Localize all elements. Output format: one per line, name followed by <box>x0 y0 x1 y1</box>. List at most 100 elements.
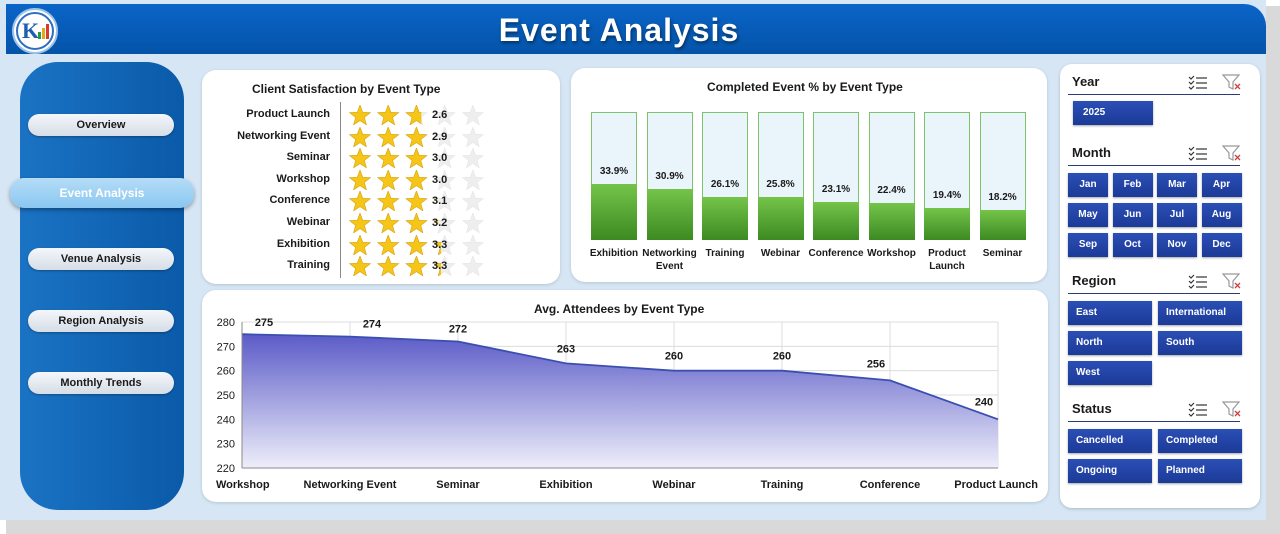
status-item-cancelled[interactable]: Cancelled <box>1068 429 1152 453</box>
attendees-value-label: 263 <box>557 343 575 355</box>
month-item-mar[interactable]: Mar <box>1157 173 1197 197</box>
multi-select-icon[interactable] <box>1188 74 1208 90</box>
satisfaction-category-label: Networking Event <box>237 129 330 142</box>
filled-star-icon <box>433 263 441 277</box>
filled-star-icon <box>376 148 400 169</box>
status-item-completed[interactable]: Completed <box>1158 429 1242 453</box>
completed-bar <box>702 197 748 240</box>
filled-star-icon <box>433 220 439 233</box>
star-rating-bar <box>348 234 485 255</box>
attendees-value-label: 260 <box>665 351 683 363</box>
empty-star-icon <box>461 105 485 125</box>
x-category-label: Training <box>761 479 804 491</box>
month-item-sep[interactable]: Sep <box>1068 233 1108 257</box>
completed-bar <box>591 184 637 240</box>
nav-event-analysis-button[interactable]: Event Analysis <box>10 178 194 208</box>
slicer-item-label: Jul <box>1169 209 1185 220</box>
y-tick-label: 250 <box>217 390 235 402</box>
clear-filter-icon[interactable] <box>1222 145 1242 161</box>
filled-star-icon <box>376 213 400 233</box>
completed-bar <box>868 203 915 240</box>
month-item-jan[interactable]: Jan <box>1068 173 1108 197</box>
multi-select-icon[interactable] <box>1188 273 1208 289</box>
nav-region-analysis-button[interactable]: Region Analysis <box>28 310 174 332</box>
y-tick-label: 280 <box>217 317 235 329</box>
satisfaction-bar <box>348 191 436 212</box>
slicer-item-label: Ongoing <box>1076 465 1118 476</box>
filled-star-icon <box>405 256 428 277</box>
satisfaction-bar <box>348 256 441 277</box>
filled-star-icon <box>405 105 422 125</box>
nav-venue-analysis-button[interactable]: Venue Analysis <box>28 248 174 270</box>
region-item-south[interactable]: South <box>1158 331 1242 355</box>
nav-overview-button[interactable]: Overview <box>28 114 174 136</box>
status-item-planned[interactable]: Planned <box>1158 459 1242 483</box>
satisfaction-bar <box>348 126 428 147</box>
month-item-feb[interactable]: Feb <box>1112 173 1153 197</box>
clear-filter-icon[interactable] <box>1222 74 1242 90</box>
slicer-item-label: Sep <box>1078 239 1098 250</box>
y-tick-label: 240 <box>217 414 235 426</box>
empty-star-icon <box>461 256 485 277</box>
satisfaction-value-label: 3.1 <box>432 195 448 208</box>
star-rating-bar <box>348 256 485 277</box>
region-item-international[interactable]: International <box>1158 301 1242 325</box>
region-item-west[interactable]: West <box>1068 361 1152 385</box>
multi-select-icon[interactable] <box>1188 145 1208 161</box>
clear-filter-icon[interactable] <box>1222 401 1242 417</box>
frame-shadow <box>1266 6 1280 534</box>
satisfaction-value-label: 2.9 <box>432 130 448 143</box>
x-category-label: Product Launch <box>954 479 1038 491</box>
multi-select-icon[interactable] <box>1188 401 1208 417</box>
month-item-nov[interactable]: Nov <box>1157 233 1197 257</box>
star-rating-bar <box>348 105 485 125</box>
slicer-item-label: May <box>1078 209 1098 220</box>
satisfaction-bar <box>348 234 441 255</box>
y-tick-label: 260 <box>217 366 235 378</box>
nav-monthly-trends-button[interactable]: Monthly Trends <box>28 372 174 394</box>
satisfaction-row: Training 3.3 <box>202 255 560 277</box>
x-category-label: Conference <box>860 479 921 491</box>
year-item-2025[interactable]: 2025 <box>1073 101 1153 125</box>
filled-star-icon <box>376 169 400 190</box>
completed-value-label: 18.2% <box>988 192 1017 203</box>
month-item-apr[interactable]: Apr <box>1201 173 1242 197</box>
region-item-north[interactable]: North <box>1068 331 1152 355</box>
satisfaction-category-label: Seminar <box>286 151 330 164</box>
slicer-item-label: Nov <box>1167 239 1187 250</box>
empty-star-icon <box>461 126 485 147</box>
filled-star-icon <box>433 198 436 201</box>
month-item-oct[interactable]: Oct <box>1112 233 1153 257</box>
slicer-item-label: Planned <box>1166 465 1205 476</box>
satisfaction-category-label: Product Launch <box>246 108 330 120</box>
x-category-label: Networking Event <box>304 479 397 491</box>
satisfaction-value-label: 3.0 <box>432 152 448 165</box>
month-item-dec[interactable]: Dec <box>1201 233 1242 257</box>
month-item-jul[interactable]: Jul <box>1157 203 1197 227</box>
satisfaction-row: Networking Event 2.9 <box>202 126 560 148</box>
month-item-may[interactable]: May <box>1068 203 1108 227</box>
month-item-aug[interactable]: Aug <box>1201 203 1242 227</box>
filled-star-icon <box>405 213 428 233</box>
region-item-east[interactable]: East <box>1068 301 1152 325</box>
slicer-item-label: 2025 <box>1083 107 1106 118</box>
status-item-ongoing[interactable]: Ongoing <box>1068 459 1152 483</box>
filled-star-icon <box>405 126 428 147</box>
month-item-jun[interactable]: Jun <box>1112 203 1153 227</box>
completed-category-label: Conference <box>808 248 864 259</box>
empty-star-icon <box>433 126 456 147</box>
slicer-divider <box>1068 293 1240 294</box>
slicer-item-label: Feb <box>1123 179 1142 190</box>
clear-filter-icon[interactable] <box>1222 273 1242 289</box>
slicer-item-label: Mar <box>1168 179 1186 190</box>
attendees-area <box>242 334 998 468</box>
filled-star-icon <box>348 234 372 255</box>
satisfaction-category-label: Training <box>287 259 330 272</box>
completed-bar <box>813 202 859 240</box>
slicer-item-label: North <box>1076 337 1103 348</box>
satisfaction-bar <box>348 105 422 125</box>
filled-star-icon <box>376 126 400 147</box>
y-tick-label: 270 <box>217 341 235 353</box>
completed-value-label: 22.4% <box>877 185 906 196</box>
x-category-label: Seminar <box>436 479 480 491</box>
